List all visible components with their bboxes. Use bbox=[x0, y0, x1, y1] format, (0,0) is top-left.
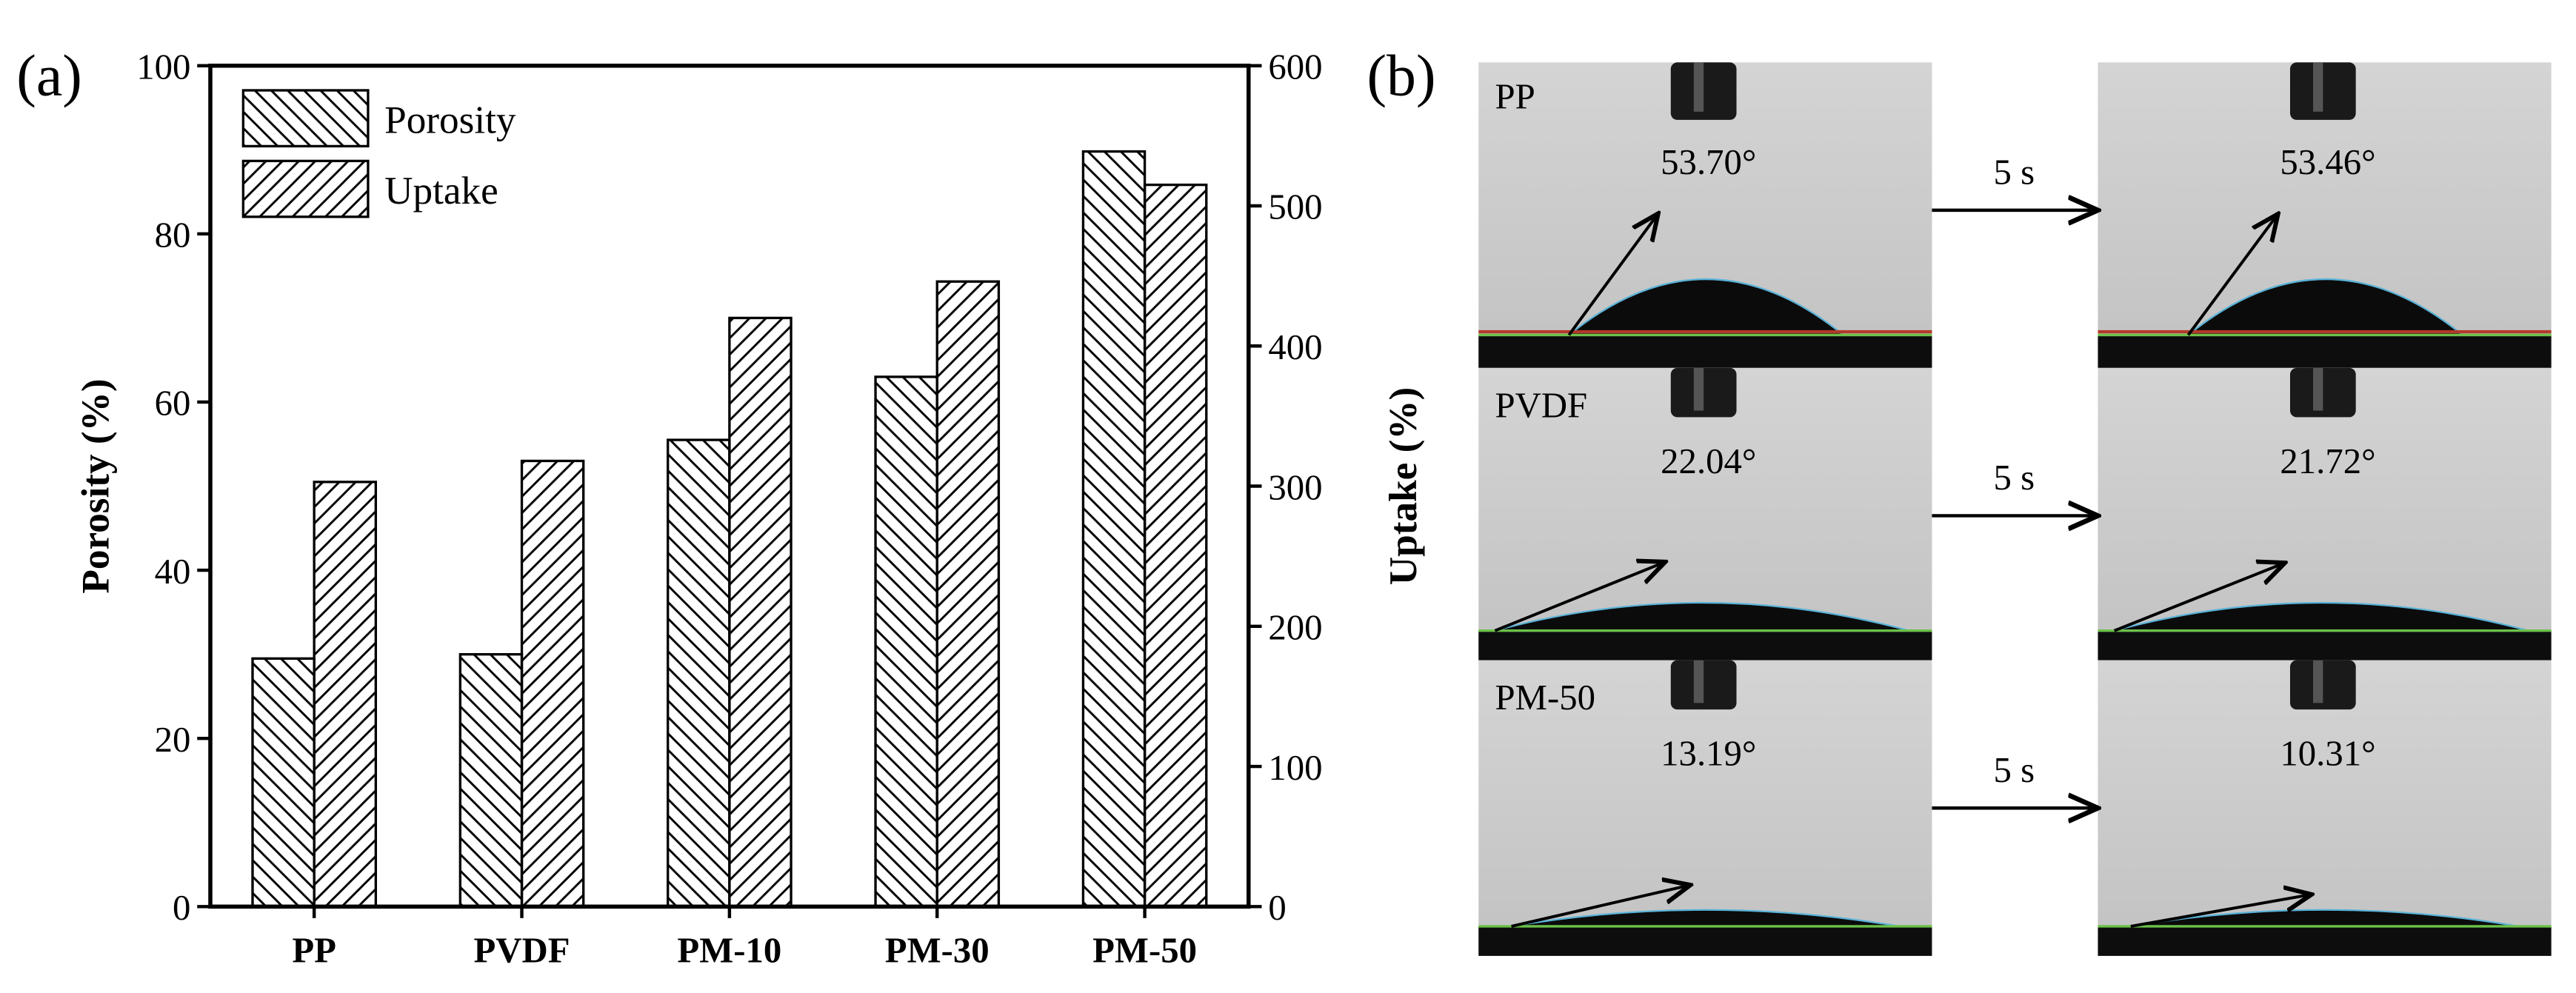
y-tick-label: 60 bbox=[155, 384, 191, 424]
y2-tick-label: 0 bbox=[1268, 888, 1286, 928]
y-tick-label: 80 bbox=[155, 215, 191, 255]
y2-tick-label: 100 bbox=[1268, 748, 1322, 788]
y-axis-label: Porosity (%) bbox=[73, 378, 117, 593]
needle-shine bbox=[1693, 660, 1704, 703]
y-tick-label: 40 bbox=[155, 552, 191, 592]
sample-label: PP bbox=[1495, 76, 1535, 116]
bar bbox=[874, 375, 938, 908]
angle-arrow bbox=[2186, 216, 2276, 336]
substrate bbox=[2098, 926, 2552, 956]
legend-swatch bbox=[241, 89, 370, 148]
y2-tick-label: 600 bbox=[1268, 47, 1322, 87]
bar bbox=[520, 459, 585, 908]
droplet bbox=[2114, 601, 2529, 632]
angle-arrow bbox=[1494, 563, 1662, 632]
substrate bbox=[1478, 335, 1932, 368]
angle-arrow bbox=[1511, 886, 1688, 928]
legend-label: Uptake bbox=[384, 169, 498, 213]
y-tick-label: 0 bbox=[173, 888, 190, 928]
needle-shine bbox=[1693, 62, 1704, 112]
substrate bbox=[2098, 630, 2552, 661]
needle-shine bbox=[2313, 660, 2323, 703]
chart: 0 20 40 60 80 100 0 100 200 300 400 500 600 PP PVDF PM-… bbox=[73, 47, 1425, 970]
y2-axis-label: Uptake (%) bbox=[1381, 387, 1425, 586]
substrate bbox=[2098, 335, 2552, 368]
bar bbox=[935, 280, 1001, 908]
needle-shine bbox=[2313, 62, 2323, 112]
y-tick-label: 20 bbox=[155, 720, 191, 760]
time-label: 5 s bbox=[1994, 152, 2035, 192]
y2-tick-label: 400 bbox=[1268, 327, 1322, 367]
y2-tick-label: 500 bbox=[1268, 187, 1322, 227]
bar bbox=[251, 657, 316, 908]
droplet bbox=[1566, 278, 1846, 336]
time-label: 5 s bbox=[1994, 750, 2035, 790]
y-tick-label: 100 bbox=[136, 47, 190, 87]
panel-label: (b) bbox=[1367, 44, 1435, 109]
angle-arrow bbox=[1567, 216, 1656, 336]
time-label: 5 s bbox=[1994, 458, 2035, 498]
y2-tick-label: 300 bbox=[1268, 467, 1322, 507]
bar bbox=[458, 652, 524, 908]
contact-angle: 22.04° bbox=[1661, 441, 1756, 481]
x-tick-label: PM-50 bbox=[1092, 931, 1197, 971]
droplet bbox=[1511, 909, 1900, 928]
x-tick-label: PP bbox=[292, 931, 336, 971]
contact-angle: 53.70° bbox=[1661, 142, 1756, 182]
droplet bbox=[1495, 601, 1909, 632]
angle-arrow bbox=[2130, 895, 2309, 928]
contact-angle: 21.72° bbox=[2280, 441, 2375, 481]
contact-angle: 10.31° bbox=[2280, 734, 2375, 774]
sample-label: PM-50 bbox=[1495, 678, 1595, 718]
contact-angle: 53.46° bbox=[2280, 142, 2375, 182]
panel-label: (a) bbox=[16, 44, 82, 109]
angle-arrow bbox=[2113, 564, 2283, 632]
x-tick-label: PVDF bbox=[473, 931, 570, 971]
legend-label: Porosity bbox=[384, 98, 516, 142]
bar bbox=[1143, 183, 1208, 908]
bar bbox=[728, 316, 793, 908]
x-tick-label: PM-30 bbox=[885, 931, 990, 971]
droplet bbox=[2130, 909, 2519, 928]
bar bbox=[1081, 150, 1147, 908]
sample-label: PVDF bbox=[1495, 385, 1587, 425]
x-tick-label: PM-10 bbox=[677, 931, 781, 971]
contact-angle: 13.19° bbox=[1661, 734, 1756, 774]
bar bbox=[667, 438, 731, 908]
bar bbox=[313, 481, 378, 908]
substrate bbox=[1478, 926, 1932, 956]
contact-angle-panel: 53.70° 53.46° PP 5 s 22.04° 21.72° PVDF 5 s 13.1… bbox=[1478, 62, 2552, 956]
needle-shine bbox=[2313, 367, 2323, 411]
legend-swatch bbox=[241, 159, 370, 218]
y2-tick-label: 200 bbox=[1268, 608, 1322, 648]
substrate bbox=[1478, 630, 1932, 661]
needle-shine bbox=[1693, 367, 1704, 411]
droplet bbox=[2186, 278, 2465, 336]
